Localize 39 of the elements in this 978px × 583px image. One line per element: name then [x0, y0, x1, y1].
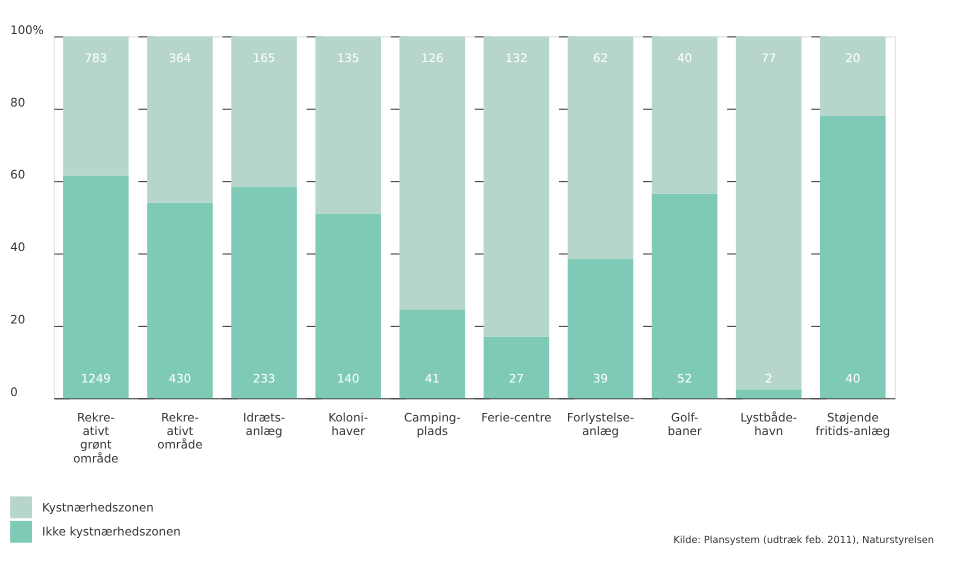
x-tick-label: Golf- baner — [668, 410, 702, 438]
legend-label: Kystnærhedszonen — [42, 500, 154, 514]
y-tick-label: 20 — [10, 312, 26, 326]
annotation: 783 — [84, 50, 108, 65]
x-tick-label: Idræts- anlæg — [242, 410, 286, 438]
x-tick-label: Camping- plads — [404, 410, 461, 438]
annotation: 41 — [424, 372, 440, 386]
annotation: 27 — [508, 372, 524, 386]
y-tick-label: 60 — [10, 168, 26, 182]
annotation: 1249 — [80, 372, 111, 386]
annotation: 39 — [593, 372, 608, 386]
annotation: 132 — [505, 50, 528, 65]
annotation: 364 — [168, 50, 192, 65]
annotation: 126 — [421, 50, 444, 65]
y-tick-label: 80 — [10, 95, 26, 110]
annotation: 140 — [336, 372, 360, 386]
annotation: 40 — [677, 50, 692, 65]
y-tick-label: 40 — [10, 240, 26, 254]
annotation: 20 — [845, 50, 860, 65]
x-tick-label: Rekre- ativt område — [157, 410, 203, 452]
annotation: 62 — [593, 50, 608, 65]
annotation: 2 — [764, 372, 772, 386]
x-tick-label: Rekre- ativt grønt område — [73, 410, 118, 466]
annotation: 77 — [761, 50, 776, 65]
annotation: 233 — [252, 372, 276, 386]
annotation: 165 — [252, 50, 276, 65]
text: Kilde: Plansystem (udtræk feb. 2011), Naturstyrelsen — [673, 535, 934, 546]
legend-label: Ikke kystnærhedszonen — [42, 524, 181, 539]
annotation: 135 — [336, 50, 360, 65]
x-tick-label: Lystbåde- havn — [740, 410, 798, 438]
y-tick-label: 100% — [10, 22, 44, 37]
x-tick-label: Ferie-centre — [481, 410, 552, 424]
y-tick-label: 0 — [10, 384, 18, 399]
annotation: 430 — [168, 372, 192, 386]
x-tick-label: Koloni- haver — [328, 410, 368, 438]
x-tick-label: Støjende fritids-anlæg — [815, 410, 890, 438]
x-tick-label: Forlystelse- anlæg — [566, 410, 634, 438]
annotation: 52 — [677, 372, 692, 386]
annotation: 40 — [845, 372, 860, 386]
